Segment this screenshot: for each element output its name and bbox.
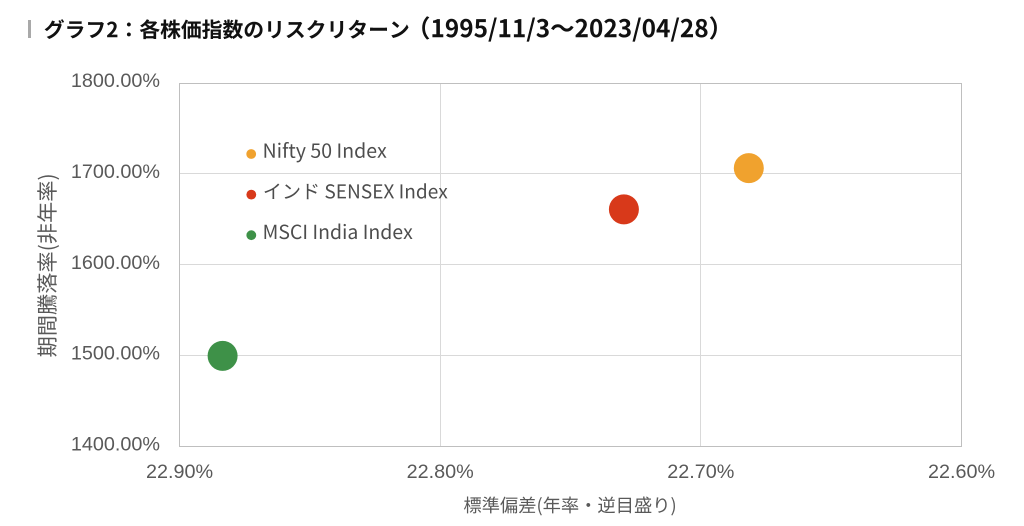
svg-text:22.90%: 22.90% bbox=[146, 461, 213, 483]
svg-text:1400.00%: 1400.00% bbox=[71, 434, 160, 456]
svg-text:1800.00%: 1800.00% bbox=[71, 70, 160, 92]
svg-text:22.70%: 22.70% bbox=[667, 461, 734, 483]
svg-text:1500.00%: 1500.00% bbox=[71, 343, 160, 365]
svg-text:22.60%: 22.60% bbox=[928, 461, 995, 483]
svg-text:22.80%: 22.80% bbox=[407, 461, 474, 483]
svg-text:1600.00%: 1600.00% bbox=[71, 252, 160, 274]
svg-text:1700.00%: 1700.00% bbox=[71, 161, 160, 183]
